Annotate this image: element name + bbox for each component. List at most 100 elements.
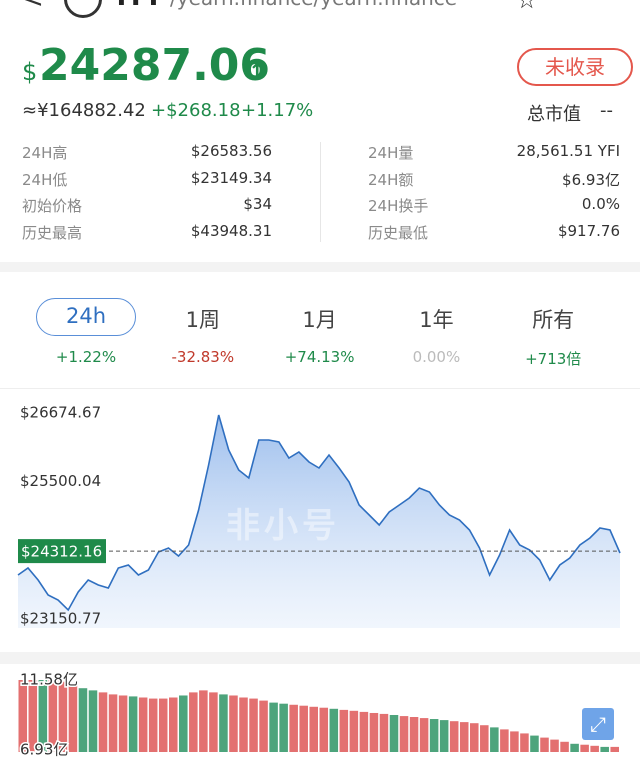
tab-label[interactable]: 1周 — [185, 308, 220, 332]
volume-bar — [439, 720, 449, 752]
volume-bar — [309, 706, 318, 752]
favorite-button[interactable]: ☆ — [516, 0, 538, 14]
price-percent: +1.17% — [241, 100, 314, 121]
market-cap-label: 总市值 — [527, 104, 581, 125]
volume-bar — [600, 746, 609, 752]
tab-change: +74.13% — [284, 348, 355, 366]
y-tick-label: $26674.67 — [20, 404, 101, 422]
stat-label: 历史最高 — [22, 224, 83, 243]
tab-label[interactable]: 所有 — [532, 308, 575, 332]
price-arrow: ↑ — [248, 60, 267, 85]
volume-bar — [88, 690, 98, 752]
stat-label: 24H低 — [22, 170, 68, 189]
volume-bar — [299, 705, 308, 752]
volume-bar — [419, 718, 429, 752]
stat-value: 28,561.51 YFI — [516, 142, 620, 160]
tab-active[interactable] — [36, 298, 136, 336]
stat-label: 历史最低 — [368, 224, 429, 243]
coin-path: /yearn.finance/yearn.finance — [170, 0, 457, 10]
separator — [0, 652, 640, 664]
volume-bar — [78, 688, 88, 752]
market-cap-value: -- — [600, 100, 613, 121]
y-tick-label: $25500.04 — [20, 472, 101, 490]
volume-bar — [18, 680, 28, 752]
volume-bar — [189, 692, 198, 752]
volume-bar — [138, 697, 148, 752]
volume-bar — [329, 708, 339, 752]
stat-label: 24H额 — [368, 170, 414, 189]
volume-bar — [58, 680, 68, 752]
stat-value: $917.76 — [557, 222, 620, 241]
tab-change: +1.22% — [55, 348, 117, 366]
tab-label[interactable]: 1月 — [302, 308, 337, 332]
stat-label: 24H高 — [22, 144, 68, 162]
volume-bar — [118, 695, 128, 752]
current-price-label: $24312.16 — [21, 543, 102, 561]
volume-bar — [379, 713, 389, 752]
expand-button[interactable]: ⤢ — [582, 708, 614, 740]
volume-bar — [470, 723, 479, 752]
volume-bar — [540, 737, 549, 752]
tab-label[interactable]: 1年 — [419, 308, 454, 332]
volume-bar — [369, 712, 379, 752]
volume-bar — [449, 721, 459, 752]
volume-bar — [399, 716, 409, 752]
price-line — [17, 414, 621, 612]
volume-bar — [259, 700, 268, 752]
volume-bar — [229, 695, 238, 752]
stat-label: 24H量 — [368, 144, 414, 162]
volume-bar — [158, 698, 168, 752]
y-tick-label: $23150.77 — [20, 610, 101, 628]
watermark: 非小号 — [226, 506, 340, 546]
stat-value: $34 — [243, 195, 272, 214]
volume-bar — [289, 704, 298, 752]
tab-change: -32.83% — [171, 348, 235, 366]
separator — [0, 262, 640, 272]
stat-label: 24H换手 — [368, 197, 429, 216]
volume-bar — [28, 680, 38, 752]
volume-bar — [520, 733, 529, 752]
volume-bar — [480, 725, 489, 752]
price-change: +$268.18 — [151, 100, 241, 121]
stat-value: $23149.34 — [190, 168, 272, 187]
price-area — [18, 415, 620, 628]
volume-bar — [490, 727, 499, 752]
volume-bar — [570, 743, 579, 752]
price: 24287.06 — [39, 40, 271, 91]
stat-label: 初始价格 — [22, 197, 83, 216]
volume-bar — [550, 739, 559, 752]
volume-bar — [510, 731, 519, 752]
volume-bar — [560, 741, 569, 752]
tab-change: 0.00% — [412, 348, 461, 366]
volume-bar — [610, 746, 619, 752]
listing-badge[interactable]: 未收录 — [517, 48, 633, 86]
volume-bar — [249, 698, 258, 752]
volume-bar — [319, 707, 329, 752]
volume-bar — [429, 719, 439, 752]
volume-bar — [148, 698, 158, 752]
back-button[interactable]: < — [22, 0, 44, 14]
volume-bar — [530, 735, 539, 752]
volume-bar — [590, 745, 599, 752]
volume-bar — [349, 710, 359, 752]
stat-value: $43948.31 — [190, 222, 272, 241]
volume-bar — [580, 744, 589, 752]
volume-bar — [98, 692, 108, 752]
volume-bar — [128, 696, 138, 752]
volume-bar — [359, 711, 369, 752]
volume-bar — [108, 694, 118, 752]
volume-bar — [339, 709, 349, 752]
symbol: YFI — [112, 0, 158, 12]
volume-bar — [219, 694, 228, 752]
volume-bar — [409, 717, 419, 752]
volume-bar — [239, 697, 248, 752]
volume-bar — [199, 690, 208, 752]
y-tick-label: 11.58亿 — [20, 671, 78, 689]
currency: $ — [22, 58, 38, 86]
volume-bar — [48, 680, 58, 752]
volume-bar — [389, 714, 399, 752]
volume-bar — [179, 695, 188, 752]
tab-label[interactable]: 24h — [65, 304, 107, 328]
divider — [320, 142, 321, 242]
stat-value: $26583.56 — [190, 142, 272, 160]
